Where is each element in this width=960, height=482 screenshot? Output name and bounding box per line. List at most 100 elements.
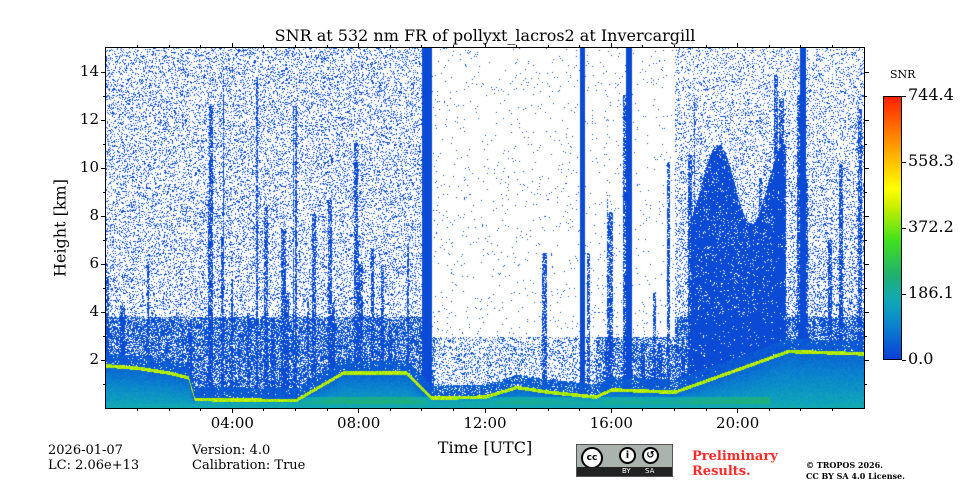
colorbar: [883, 96, 902, 360]
preliminary-results: Preliminary Results.: [692, 449, 778, 479]
y-tick-right: [864, 119, 869, 121]
x-tick-top: [768, 45, 770, 48]
sa-text: SA: [645, 467, 655, 475]
x-tick: [326, 408, 328, 411]
y-tick: [101, 119, 106, 121]
x-tick-top: [642, 45, 644, 48]
x-tick-top: [831, 45, 833, 48]
y-tick: [101, 71, 106, 73]
x-tick-top: [263, 45, 265, 48]
x-tick: [263, 408, 265, 411]
x-tick-label: 04:00: [210, 414, 254, 432]
preliminary-line2: Results.: [692, 464, 751, 479]
version-text: Version: 4.0: [192, 443, 271, 458]
y-tick: [103, 383, 106, 385]
x-tick: [674, 408, 675, 411]
y-tick-right: [864, 143, 867, 145]
cc-icon: cc: [581, 447, 603, 469]
x-tick: [137, 408, 139, 411]
x-tick-top: [610, 43, 612, 48]
x-tick-label: 12:00: [463, 414, 507, 432]
y-tick: [101, 215, 106, 217]
x-tick-top: [295, 45, 296, 48]
x-tick-top: [168, 45, 170, 48]
y-tick-right: [864, 287, 867, 289]
y-tick-right: [864, 167, 869, 169]
x-tick: [547, 408, 549, 411]
x-tick: [610, 408, 612, 413]
y-tick-right: [864, 215, 869, 217]
x-tick-label: 20:00: [716, 414, 760, 432]
x-tick: [516, 408, 518, 411]
x-tick-top: [421, 45, 423, 48]
y-axis-label: Height [km]: [50, 179, 70, 277]
y-tick-right: [864, 191, 867, 193]
colorbar-tick: [902, 162, 906, 163]
x-tick: [800, 408, 802, 411]
x-tick-label: 16:00: [589, 414, 633, 432]
x-tick: [295, 408, 296, 411]
y-tick-right: [864, 239, 867, 241]
x-tick: [768, 408, 770, 411]
y-tick: [101, 167, 106, 169]
y-tick-right: [864, 95, 867, 97]
y-tick-right: [864, 359, 869, 361]
copyright-text: © TROPOS 2026.: [806, 460, 883, 470]
x-tick: [642, 408, 644, 411]
chart-title: SNR at 532 nm FR of pollyxt_lacros2 at I…: [274, 26, 696, 45]
y-tick: [101, 263, 106, 265]
y-tick-right: [864, 335, 867, 337]
badge-bar: BY SA: [577, 467, 672, 476]
preliminary-line1: Preliminary: [692, 449, 778, 464]
y-tick-right: [864, 383, 867, 385]
calibration-text: Calibration: True: [192, 458, 306, 473]
x-tick: [168, 408, 170, 411]
colorbar-tick: [902, 360, 906, 361]
x-tick-top: [579, 45, 581, 48]
x-tick-top: [137, 45, 139, 48]
x-tick-top: [674, 45, 675, 48]
y-tick: [101, 311, 106, 313]
y-tick-right: [864, 263, 869, 265]
y-tick-right: [864, 71, 869, 73]
x-tick-top: [452, 45, 454, 48]
y-tick: [103, 143, 106, 145]
x-tick-top: [200, 45, 202, 48]
x-tick: [358, 408, 360, 413]
by-text: BY: [622, 467, 631, 475]
x-tick: [705, 408, 707, 411]
license-text: CC BY SA 4.0 License.: [806, 471, 905, 481]
y-tick: [103, 191, 106, 193]
y-tick-label: 12: [79, 110, 99, 128]
y-tick: [103, 95, 106, 97]
sa-share-icon: ↺: [642, 447, 659, 464]
lc-text: LC: 2.06e+13: [48, 458, 140, 473]
colorbar-tick: [902, 294, 906, 295]
x-tick: [421, 408, 423, 411]
colorbar-tick: [902, 96, 906, 97]
plot-frame: [105, 47, 865, 409]
y-tick-label: 10: [79, 158, 99, 176]
x-tick-top: [547, 45, 549, 48]
x-tick: [231, 408, 233, 413]
y-tick: [101, 359, 106, 361]
x-tick-top: [737, 43, 739, 48]
x-tick-top: [326, 45, 328, 48]
x-tick: [579, 408, 581, 411]
y-tick-label: 6: [89, 254, 99, 272]
y-tick-label: 4: [89, 302, 99, 320]
y-tick: [103, 239, 106, 241]
x-tick-top: [484, 43, 486, 48]
x-tick: [831, 408, 833, 411]
x-tick: [452, 408, 454, 411]
x-tick-top: [389, 45, 391, 48]
colorbar-tick: [902, 228, 906, 229]
x-tick-top: [516, 45, 518, 48]
by-person-icon: i: [619, 447, 636, 464]
x-tick: [389, 408, 391, 411]
date-text: 2026-01-07: [48, 443, 123, 458]
colorbar-tick-label: 372.2: [908, 217, 954, 236]
x-tick: [200, 408, 202, 411]
x-tick-top: [358, 43, 360, 48]
x-tick-top: [800, 45, 802, 48]
